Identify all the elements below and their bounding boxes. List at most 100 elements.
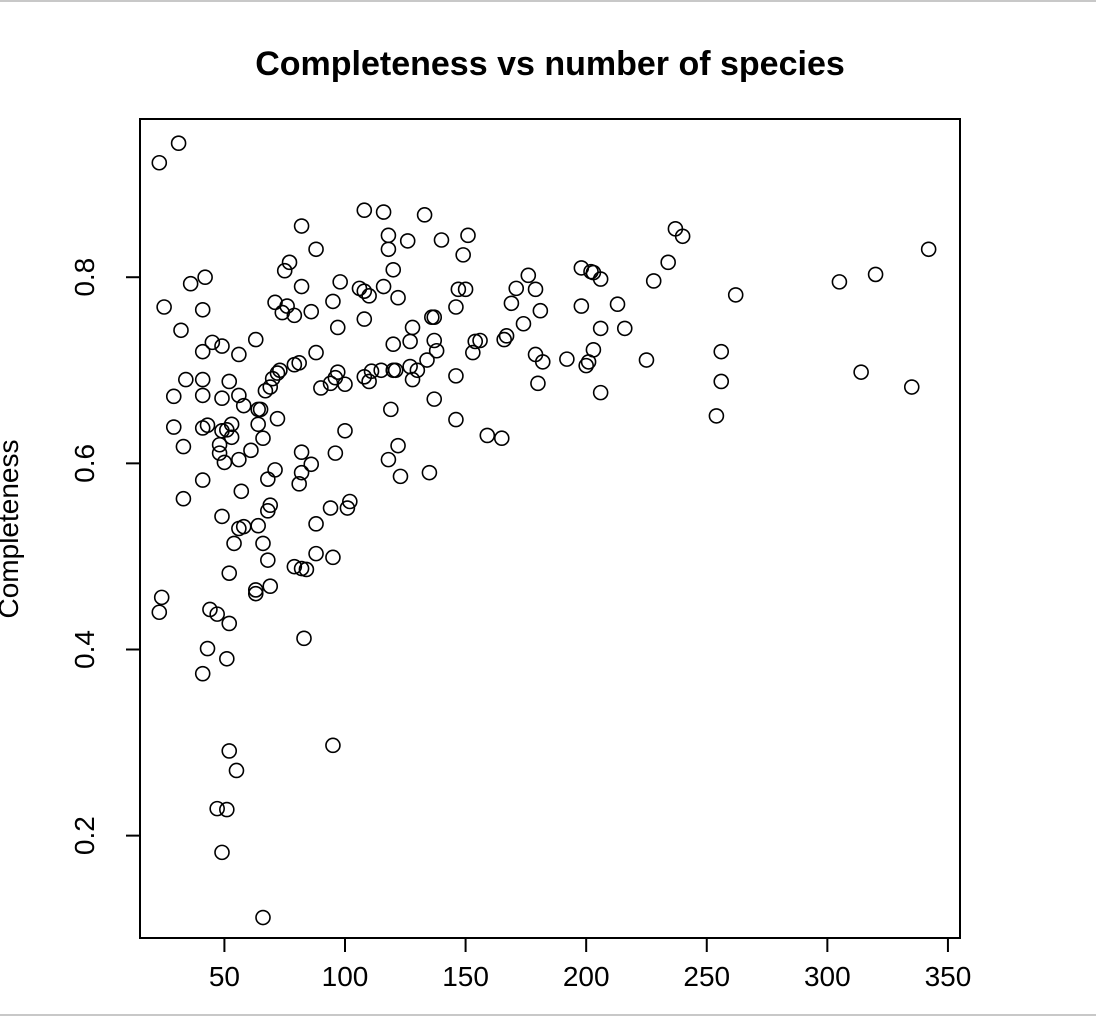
data-point [356,202,373,219]
data-point [223,429,240,446]
data-point [534,354,551,370]
data-point [496,331,512,348]
data-point [298,561,315,578]
data-point [231,520,247,537]
data-point [209,606,225,622]
data-point [267,462,283,478]
data-point [250,517,266,534]
data-point [303,303,320,320]
data-point [527,281,544,298]
data-point [293,464,310,481]
data-point [329,319,346,336]
data-point [416,207,433,223]
data-point [385,261,402,278]
data-point [214,508,230,525]
data-point [264,370,281,387]
y-tick-label: 0.2 [69,816,100,855]
data-point [262,379,279,395]
data-point [361,373,377,390]
data-point [363,363,380,380]
data-point [291,355,307,371]
data-point [383,401,399,418]
data-point [281,254,298,271]
data-point [165,419,182,435]
data-point [853,364,869,380]
data-point [243,442,259,459]
data-point [609,296,626,313]
data-point [426,332,443,349]
x-tick-label: 250 [683,961,730,992]
data-point [503,295,520,312]
data-point [450,281,467,298]
data-point [308,516,324,532]
data-point [867,266,884,283]
data-point [255,909,271,926]
data-point [460,227,476,244]
data-point [325,293,341,310]
data-point [269,410,286,427]
data-point [713,373,730,390]
data-point [313,380,329,396]
x-tick-label: 300 [804,961,851,992]
data-point [327,445,344,461]
data-point [293,444,310,460]
data-point [385,336,402,353]
data-point [592,320,609,337]
data-point [380,227,397,244]
data-point [339,500,356,516]
data-point [342,493,358,510]
data-point [194,371,211,388]
data-point [194,387,211,404]
data-point [223,416,240,433]
data-point [250,416,266,433]
data-point [592,271,609,287]
data-point [269,365,286,381]
data-point [291,476,307,492]
data-point [182,275,199,292]
data-point [178,371,194,388]
data-point [520,267,537,284]
data-point [332,274,348,290]
data-point [404,319,421,336]
data-point [194,420,211,436]
x-tick-label: 200 [563,961,610,992]
data-point [392,468,409,485]
data-point [380,241,397,258]
x-tick-label: 350 [925,961,972,992]
data-point [252,401,269,418]
data-point [308,241,324,258]
data-point [387,362,404,379]
data-point [247,331,264,348]
data-point [165,388,182,405]
data-point [173,322,189,339]
data-point [194,343,211,360]
data-point [260,471,276,487]
data-point [209,800,225,817]
data-point [197,269,213,286]
data-point [645,273,662,289]
x-axis: 50 100 150 200 250 300 350 [209,937,972,992]
data-point [214,844,230,861]
data-point [457,281,474,298]
data-point [194,301,211,318]
data-point [920,241,937,258]
data-point [455,247,471,263]
data-point [493,430,510,447]
data-point [903,379,920,395]
data-point [479,427,496,444]
y-tick-label: 0.8 [69,258,100,297]
data-point [262,578,279,595]
data-point [592,384,609,401]
x-tick-label: 150 [442,961,489,992]
data-point [231,346,247,363]
data-point [216,454,233,471]
data-point [361,288,377,304]
data-point [472,332,488,349]
data-point [831,274,848,290]
data-point [211,436,228,453]
data-point [356,311,373,327]
data-point [421,464,438,481]
data-point [616,320,633,337]
data-point [426,391,443,407]
